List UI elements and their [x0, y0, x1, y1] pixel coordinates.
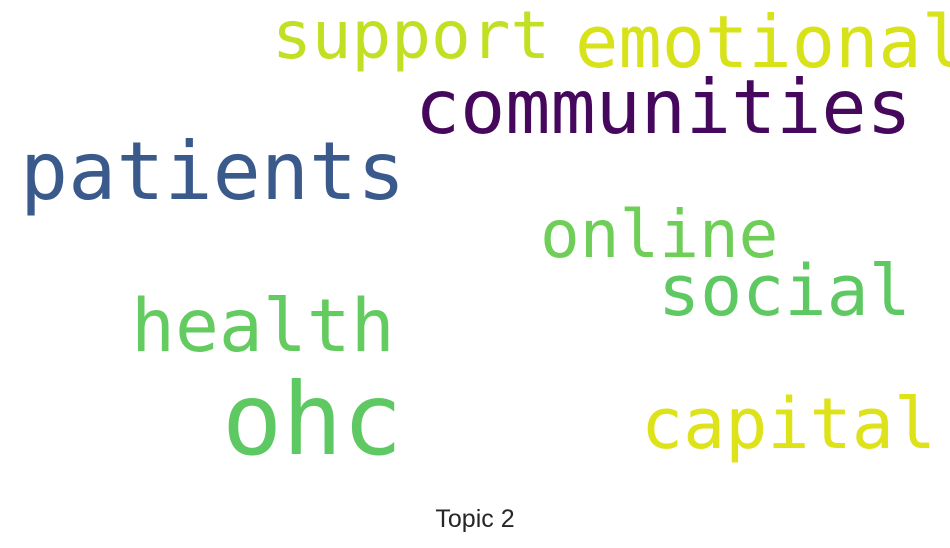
- word-communities: communities: [415, 63, 912, 151]
- word-emotional: emotional: [575, 0, 950, 84]
- word-health: health: [131, 284, 395, 369]
- word-social: social: [658, 250, 911, 332]
- word-capital: capital: [641, 383, 937, 465]
- word-online: online: [540, 196, 779, 273]
- word-patients: patients: [20, 125, 406, 218]
- word-support: support: [272, 0, 551, 74]
- word-ohc: ohc: [222, 361, 403, 478]
- word-cloud: support emotional communities patients o…: [20, 0, 950, 478]
- topic-title: Topic 2: [435, 505, 515, 533]
